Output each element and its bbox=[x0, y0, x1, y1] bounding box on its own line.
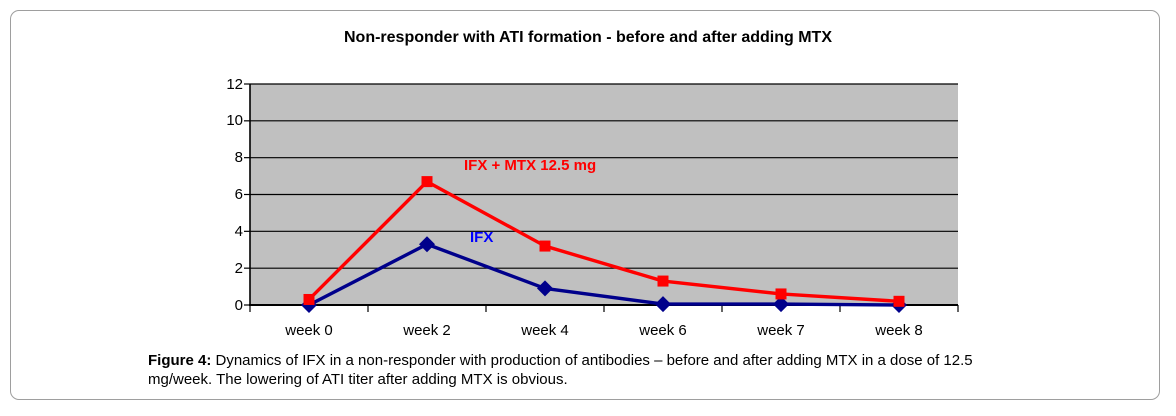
x-axis-category-label: week 2 bbox=[403, 322, 451, 339]
y-axis-tick-label: 0 bbox=[234, 296, 243, 314]
y-axis-tick-label: 8 bbox=[234, 149, 243, 167]
data-point-marker bbox=[773, 296, 789, 313]
data-point-marker bbox=[421, 176, 433, 188]
series-label: IFX + MTX 12.5 mg bbox=[464, 157, 597, 174]
figure-caption: Figure 4: Dynamics of IFX in a non-respo… bbox=[148, 351, 1033, 389]
data-point-marker bbox=[655, 296, 671, 313]
x-axis-category-label: week 7 bbox=[757, 322, 805, 339]
y-axis-tick-label: 12 bbox=[226, 75, 243, 93]
series-line-square bbox=[307, 179, 900, 304]
x-axis-category-label: week 6 bbox=[639, 322, 687, 339]
y-axis-tick-label: 2 bbox=[234, 259, 243, 277]
series-label: IFX bbox=[470, 229, 494, 246]
data-point-marker bbox=[657, 275, 669, 287]
x-axis-category-label: week 0 bbox=[285, 322, 333, 339]
data-point-marker bbox=[303, 293, 315, 305]
figure-caption-text: Dynamics of IFX in a non-responder with … bbox=[148, 352, 973, 388]
data-point-marker bbox=[893, 295, 905, 307]
line-chart-plot bbox=[244, 83, 959, 313]
y-axis-tick-label: 4 bbox=[234, 222, 243, 240]
y-axis-tick-label: 6 bbox=[234, 186, 243, 203]
data-point-marker bbox=[539, 240, 551, 252]
series-line-diamond bbox=[308, 242, 900, 307]
x-axis-category-label: week 8 bbox=[875, 322, 923, 339]
data-point-marker bbox=[537, 280, 553, 297]
data-point-marker bbox=[775, 288, 787, 300]
x-axis-category-label: week 4 bbox=[521, 322, 569, 339]
y-axis-tick-label: 10 bbox=[226, 112, 243, 130]
data-point-marker bbox=[419, 236, 435, 253]
figure-caption-prefix: Figure 4: bbox=[148, 352, 212, 369]
chart-title: Non-responder with ATI formation - befor… bbox=[344, 29, 832, 46]
